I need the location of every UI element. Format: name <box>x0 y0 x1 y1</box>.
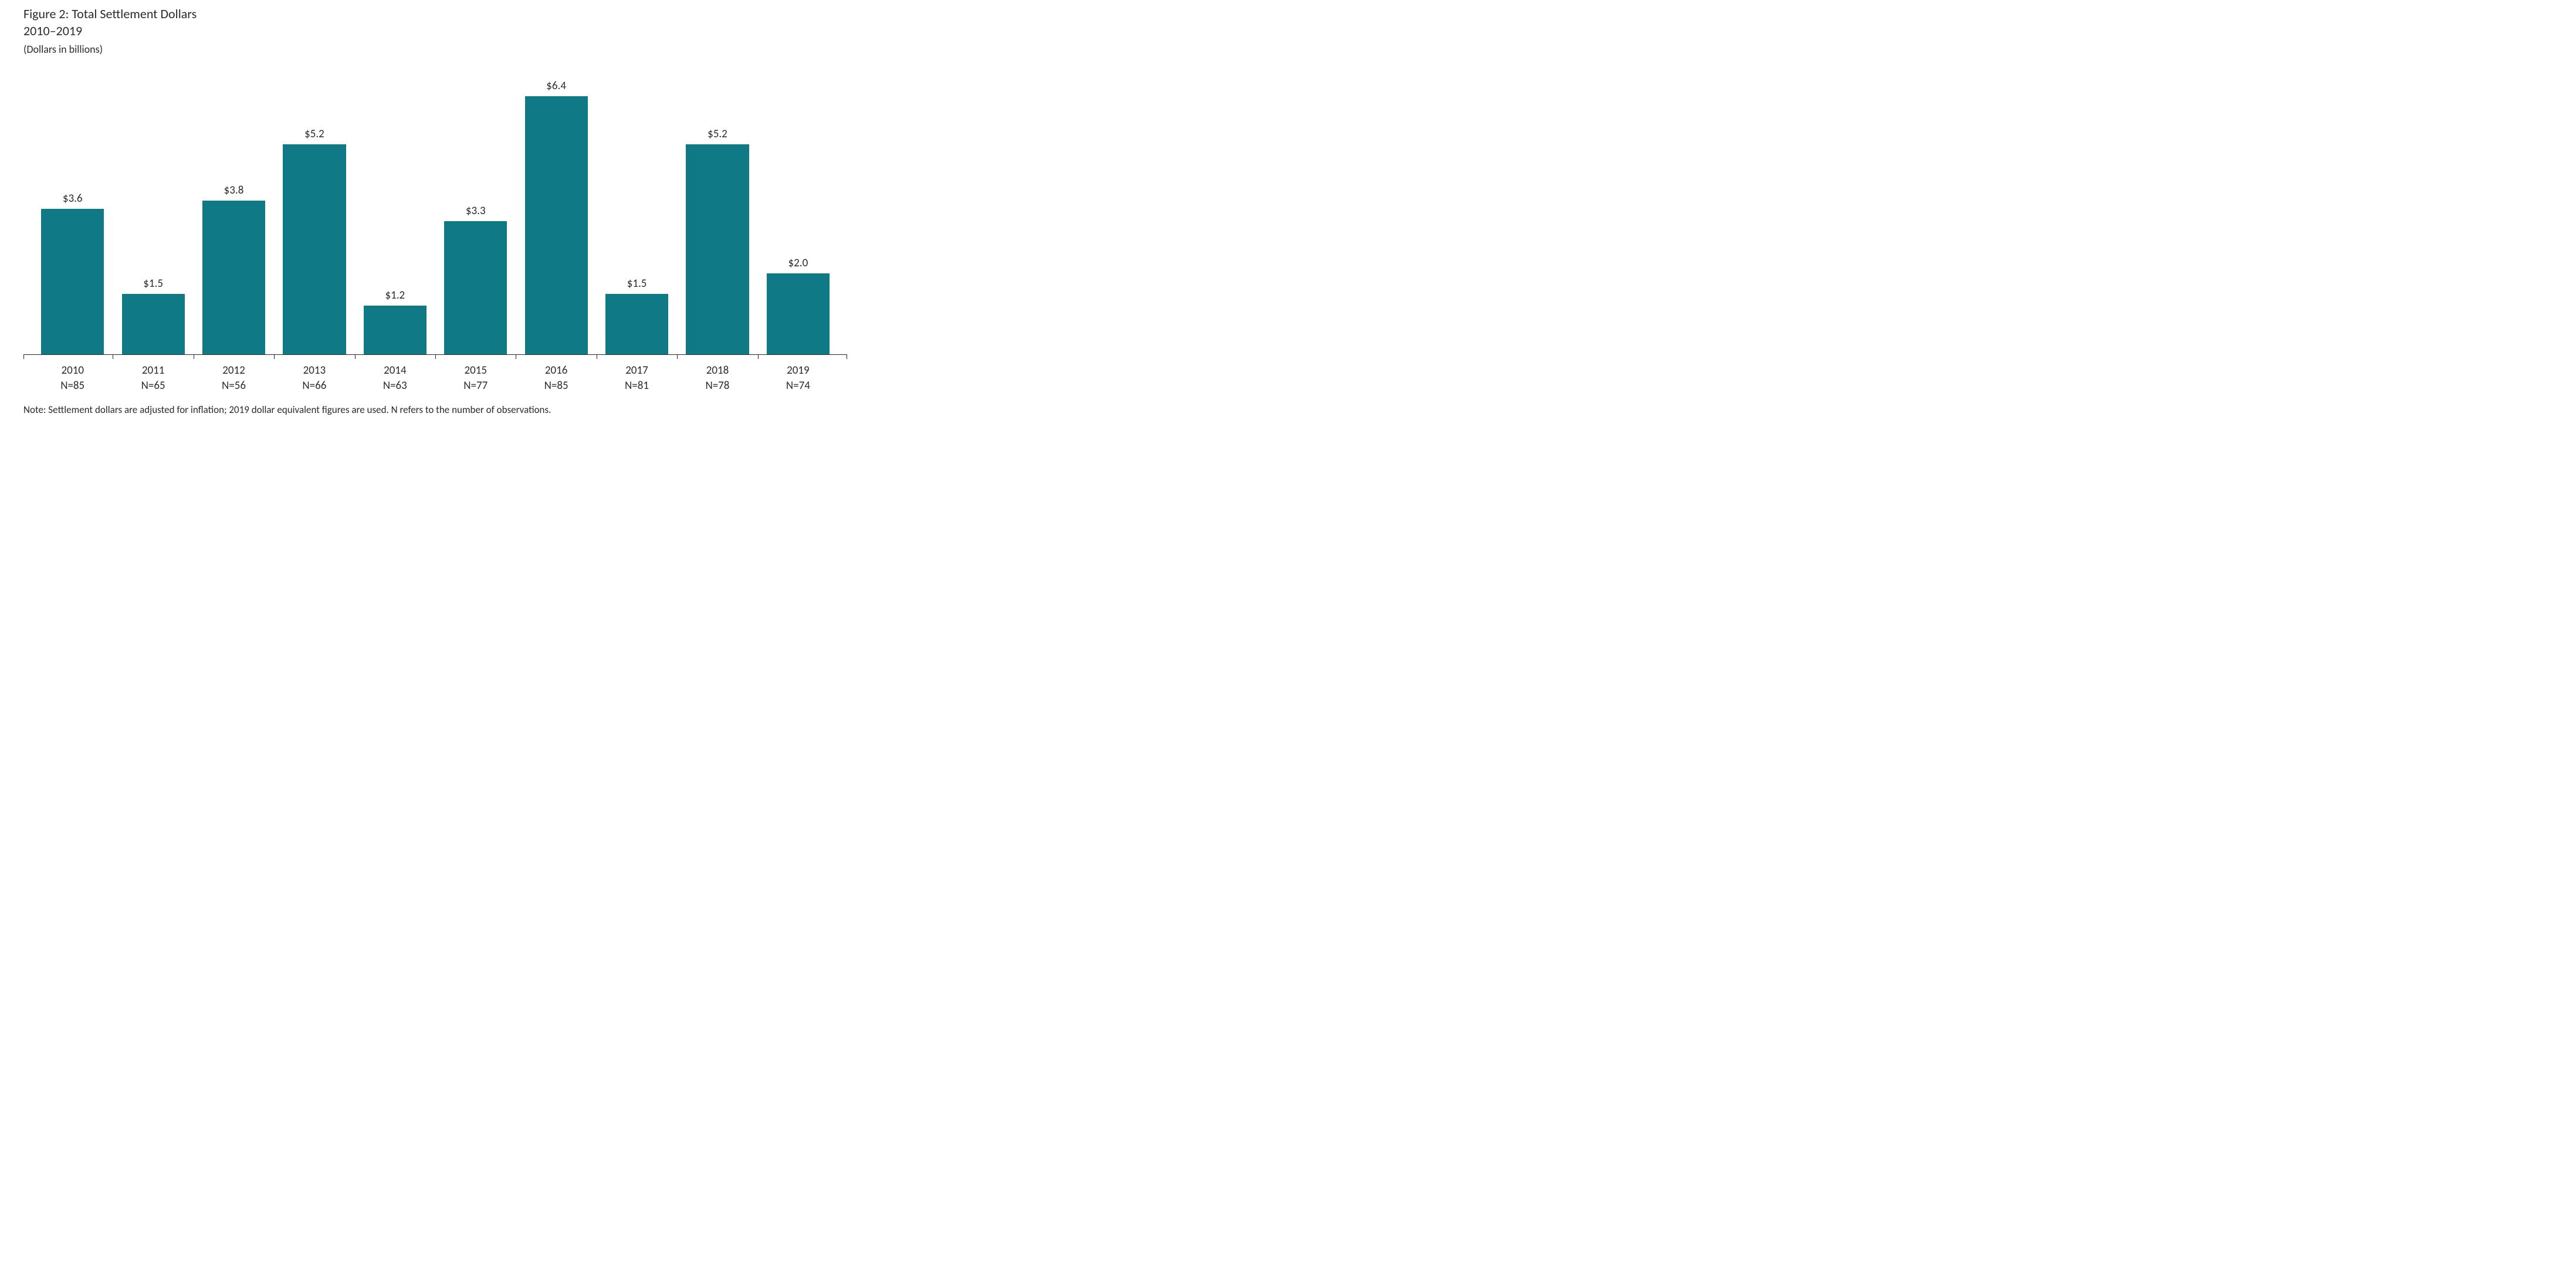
axis-tick <box>274 354 275 359</box>
axis-n-count: N=81 <box>597 378 677 394</box>
axis-slot: 2010N=85 <box>32 363 113 393</box>
bar <box>283 144 346 355</box>
bar <box>767 273 830 354</box>
bar <box>686 144 749 355</box>
axis-n-count: N=77 <box>435 378 516 394</box>
axis-slot: 2017N=81 <box>597 363 677 393</box>
axis-slot: 2018N=78 <box>677 363 757 393</box>
chart-title-line2: 2010–2019 <box>23 23 847 40</box>
bar-slot: $3.6 <box>32 79 113 354</box>
axis-slot: 2019N=74 <box>758 363 838 393</box>
bar-value-label: $1.5 <box>143 277 163 290</box>
bar-value-label: $1.5 <box>627 277 647 290</box>
bar-slot: $1.2 <box>355 79 435 354</box>
axis-tick <box>758 354 759 359</box>
axis-year: 2019 <box>758 363 838 378</box>
bar <box>444 221 507 355</box>
axis-year: 2012 <box>194 363 274 378</box>
axis-slot: 2012N=56 <box>194 363 274 393</box>
bar-value-label: $3.8 <box>224 184 244 197</box>
chart-subtitle: (Dollars in billions) <box>23 43 847 56</box>
bar <box>122 294 185 354</box>
axis-slot: 2016N=85 <box>516 363 596 393</box>
bar <box>364 306 426 354</box>
axis-slot: 2015N=77 <box>435 363 516 393</box>
bar <box>41 209 104 354</box>
axis-n-count: N=56 <box>194 378 274 394</box>
axis-n-count: N=85 <box>32 378 113 394</box>
axis-n-count: N=85 <box>516 378 596 394</box>
bar-value-label: $2.0 <box>788 256 808 270</box>
bar-slot: $2.0 <box>758 79 838 354</box>
axis-n-count: N=63 <box>355 378 435 394</box>
axis-tick <box>355 354 356 359</box>
axis-year: 2010 <box>32 363 113 378</box>
axis-n-count: N=74 <box>758 378 838 394</box>
settlement-dollars-chart: Figure 2: Total Settlement Dollars 2010–… <box>0 0 859 428</box>
bar-slot: $1.5 <box>597 79 677 354</box>
axis-slot: 2014N=63 <box>355 363 435 393</box>
axis-n-count: N=66 <box>274 378 354 394</box>
axis-year: 2015 <box>435 363 516 378</box>
bar <box>525 96 588 354</box>
axis-n-count: N=65 <box>113 378 193 394</box>
axis-year: 2014 <box>355 363 435 378</box>
bar-value-label: $6.4 <box>546 79 566 93</box>
bar-value-label: $5.2 <box>708 127 727 141</box>
chart-footnote: Note: Settlement dollars are adjusted fo… <box>23 404 847 416</box>
bar-value-label: $1.2 <box>385 289 405 302</box>
axis-year: 2013 <box>274 363 354 378</box>
bar <box>202 201 265 354</box>
bar-slot: $5.2 <box>677 79 757 354</box>
x-axis-labels: 2010N=852011N=652012N=562013N=662014N=63… <box>23 363 847 393</box>
bars-row: $3.6 $1.5 $3.8 $5.2 $1.2 $3.3 $6.4 $1.5 $5.2 $2.0 <box>23 79 847 355</box>
plot-area: $3.6 $1.5 $3.8 $5.2 $1.2 $3.3 $6.4 $1.5 $5.2 $2.0 <box>23 79 847 355</box>
axis-year: 2017 <box>597 363 677 378</box>
bar-value-label: $5.2 <box>304 127 324 141</box>
axis-year: 2018 <box>677 363 757 378</box>
axis-tick <box>435 354 436 359</box>
bar-slot: $1.5 <box>113 79 193 354</box>
bar-value-label: $3.3 <box>466 204 486 218</box>
axis-n-count: N=78 <box>677 378 757 394</box>
bar-slot: $3.8 <box>194 79 274 354</box>
axis-year: 2016 <box>516 363 596 378</box>
bar-value-label: $3.6 <box>63 192 83 205</box>
chart-title-line1: Figure 2: Total Settlement Dollars <box>23 6 847 23</box>
bar-slot: $5.2 <box>274 79 354 354</box>
axis-tick <box>677 354 678 359</box>
axis-slot: 2011N=65 <box>113 363 193 393</box>
axis-slot: 2013N=66 <box>274 363 354 393</box>
bar-slot: $3.3 <box>435 79 516 354</box>
bar-slot: $6.4 <box>516 79 596 354</box>
axis-year: 2011 <box>113 363 193 378</box>
bar <box>605 294 668 354</box>
